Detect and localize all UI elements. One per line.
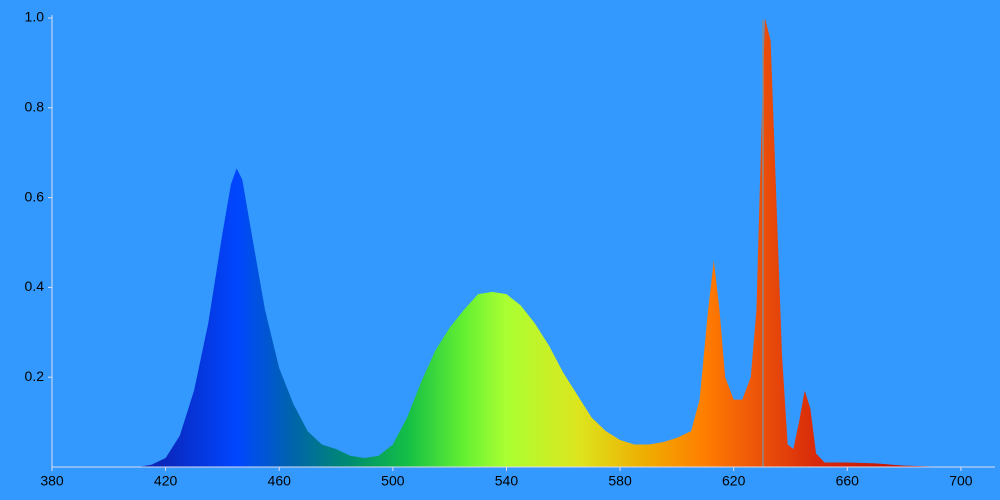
y-tick-label: 0.2 <box>25 368 45 384</box>
x-tick-label: 540 <box>495 473 519 489</box>
y-tick-label: 0.8 <box>25 99 45 115</box>
x-tick-label: 580 <box>608 473 632 489</box>
x-tick-label: 420 <box>154 473 178 489</box>
y-tick-label: 0.4 <box>25 278 45 294</box>
x-tick-label: 700 <box>949 473 973 489</box>
spectrum-area <box>137 18 961 467</box>
x-tick-label: 460 <box>268 473 292 489</box>
x-tick-label: 380 <box>40 473 64 489</box>
x-tick-label: 660 <box>836 473 860 489</box>
y-tick-label: 0.6 <box>25 188 45 204</box>
y-tick-label: 1.0 <box>25 9 45 25</box>
x-tick-label: 500 <box>381 473 405 489</box>
x-tick-label: 620 <box>722 473 746 489</box>
